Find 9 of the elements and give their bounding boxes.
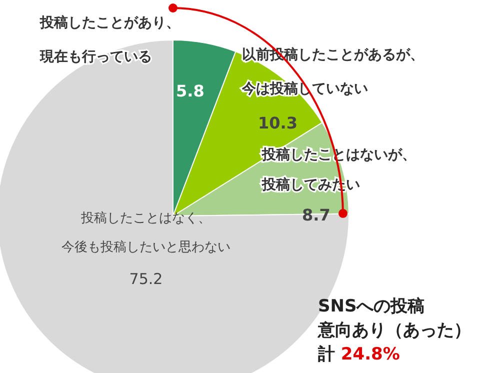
text: SNSへの投稿 [318,296,425,316]
data-label: 75.2 [129,270,163,288]
data-label: 10.3 [258,114,298,132]
text: 計 24.8% [317,344,400,364]
slice-label: 投稿したことはなく、今後も投稿したいと思わない [62,211,230,255]
text: 意向あり（あった） [317,320,471,340]
category-label: 投稿したことがあり、現在も行っている [40,15,180,65]
data-label: 5.8 [176,82,204,100]
data-label: 8.7 [302,206,330,224]
